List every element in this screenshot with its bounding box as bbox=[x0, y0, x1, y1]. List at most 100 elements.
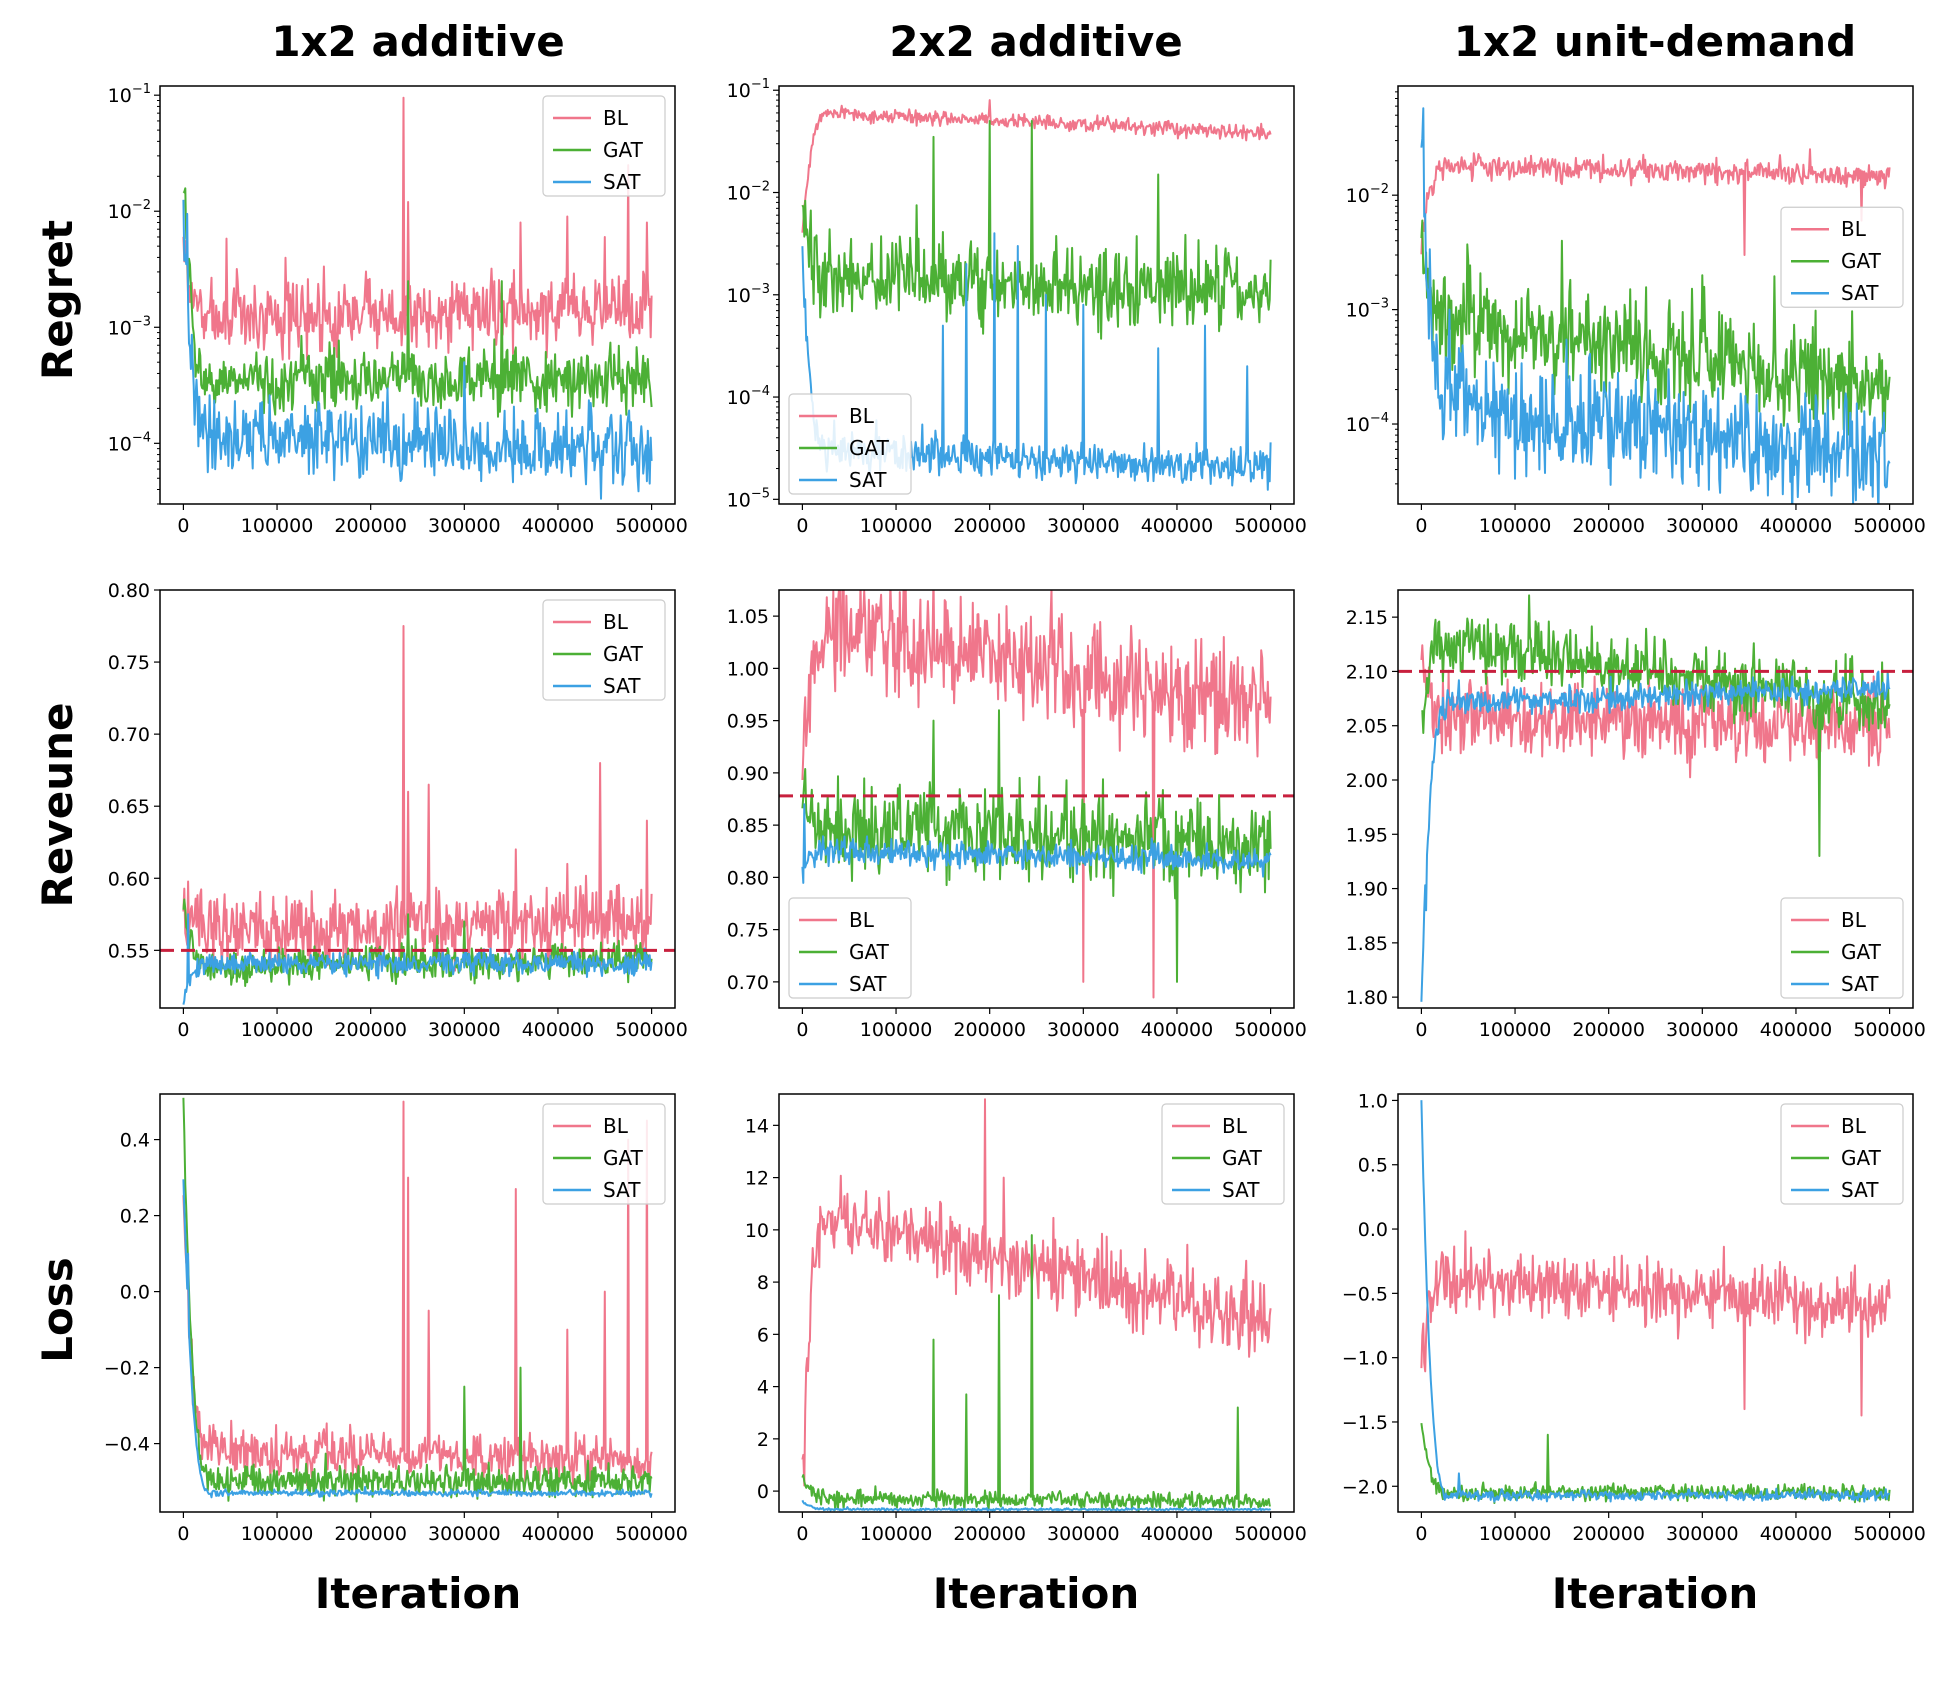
x-tick-label: 300000 bbox=[1666, 1523, 1739, 1545]
y-tick-label: 0.80 bbox=[727, 867, 769, 889]
y-tick-label: 1.90 bbox=[1346, 879, 1388, 901]
series-group bbox=[1420, 1100, 1891, 1504]
legend-label-bl: BL bbox=[1841, 1114, 1867, 1138]
legend-box bbox=[788, 393, 912, 495]
legend-label-bl: BL bbox=[603, 610, 629, 634]
y-tick-label: 0.70 bbox=[108, 724, 150, 746]
x-tick-label: 400000 bbox=[1141, 515, 1214, 537]
legend-label-sat: SAT bbox=[849, 972, 887, 996]
x-axis-label-3: Iteration bbox=[1552, 1569, 1758, 1618]
y-tick-label: 6 bbox=[757, 1324, 769, 1346]
x-tick-label: 200000 bbox=[1572, 515, 1645, 537]
series-line-gat bbox=[1420, 219, 1891, 436]
x-tick-label: 100000 bbox=[1479, 515, 1552, 537]
y-tick-label: 10−2 bbox=[1346, 182, 1389, 207]
row-label-revenue: Reveune bbox=[33, 703, 82, 908]
y-tick-label: 10−1 bbox=[108, 82, 151, 107]
y-tick-label: −1.0 bbox=[1342, 1348, 1388, 1370]
legend-label-bl: BL bbox=[603, 106, 629, 130]
y-tick-label: 2.15 bbox=[1346, 607, 1388, 629]
x-tick-label: 500000 bbox=[1853, 515, 1926, 537]
y-tick-label: 0.90 bbox=[727, 763, 769, 785]
y-tick-label: 12 bbox=[745, 1168, 769, 1190]
x-tick-label: 200000 bbox=[953, 515, 1026, 537]
series-line-gat bbox=[801, 1234, 1271, 1512]
y-tick-label: 2.05 bbox=[1346, 716, 1388, 738]
series-group bbox=[182, 96, 653, 500]
legend-label-bl: BL bbox=[849, 908, 875, 932]
series-line-gat bbox=[801, 120, 1272, 340]
x-tick-label: 500000 bbox=[1234, 1523, 1307, 1545]
x-tick-label: 400000 bbox=[522, 1019, 595, 1041]
legend-box bbox=[1780, 1103, 1904, 1205]
x-axis-label-1: Iteration bbox=[315, 1569, 521, 1618]
x-tick-label: 500000 bbox=[1234, 515, 1307, 537]
x-tick-label: 400000 bbox=[1760, 1523, 1833, 1545]
legend-label-bl: BL bbox=[1222, 1114, 1248, 1138]
series-line-sat bbox=[182, 913, 653, 1005]
legend-label-bl: BL bbox=[1841, 217, 1867, 241]
y-tick-label: −2.0 bbox=[1342, 1476, 1388, 1498]
plot-frame bbox=[159, 589, 676, 1009]
y-tick-label: 0.95 bbox=[727, 711, 769, 733]
legend-label-bl: BL bbox=[1841, 908, 1867, 932]
x-tick-label: 400000 bbox=[1760, 1019, 1833, 1041]
y-tick-label: 1.0 bbox=[1358, 1090, 1388, 1112]
legend-box bbox=[1780, 897, 1904, 999]
panel-5: 0 100000 200000 300000 400000 500000 0.70 0.75 0… bbox=[727, 589, 1307, 1041]
y-tick-label: 8 bbox=[757, 1272, 769, 1294]
x-tick-label: 500000 bbox=[615, 1523, 688, 1545]
x-tick-label: 300000 bbox=[428, 1019, 501, 1041]
y-tick-label: −0.4 bbox=[104, 1434, 150, 1456]
series-line-bl bbox=[182, 96, 653, 361]
x-tick-label: 200000 bbox=[334, 1019, 407, 1041]
y-tick-label: 2 bbox=[757, 1429, 769, 1451]
x-tick-label: 300000 bbox=[1047, 515, 1120, 537]
x-tick-label: 400000 bbox=[1141, 1019, 1214, 1041]
legend-label-sat: SAT bbox=[1841, 972, 1879, 996]
series-line-gat bbox=[182, 1097, 653, 1503]
legend-label-gat: GAT bbox=[603, 642, 644, 666]
legend-box bbox=[542, 599, 666, 701]
y-tick-label: 14 bbox=[745, 1115, 769, 1137]
legend-box bbox=[542, 1103, 666, 1205]
legend-box bbox=[788, 897, 912, 999]
legend-label-gat: GAT bbox=[1222, 1146, 1263, 1170]
x-tick-label: 0 bbox=[1415, 1523, 1427, 1545]
legend-label-bl: BL bbox=[849, 404, 875, 428]
panel-2: 0 100000 200000 300000 400000 500000 10−1 10−2 1… bbox=[727, 77, 1307, 537]
y-tick-label: 1.00 bbox=[727, 658, 769, 680]
x-tick-label: 0 bbox=[796, 1019, 808, 1041]
series-group bbox=[1420, 594, 1891, 1002]
series-line-bl bbox=[1420, 148, 1891, 256]
plot-frame bbox=[778, 1093, 1295, 1513]
y-tick-label: 10−4 bbox=[727, 384, 770, 409]
legend-label-bl: BL bbox=[603, 1114, 629, 1138]
legend-label-sat: SAT bbox=[603, 1178, 641, 1202]
y-tick-label: 2.00 bbox=[1346, 770, 1388, 792]
x-tick-label: 200000 bbox=[953, 1019, 1026, 1041]
legend-label-gat: GAT bbox=[603, 138, 644, 162]
series-line-gat bbox=[182, 187, 653, 418]
y-tick-label: 10−2 bbox=[108, 198, 151, 223]
series-line-sat bbox=[1420, 107, 1891, 504]
x-tick-label: 300000 bbox=[1047, 1019, 1120, 1041]
x-tick-label: 500000 bbox=[615, 1019, 688, 1041]
y-tick-label: −0.5 bbox=[1342, 1283, 1388, 1305]
panel-6: 0 100000 200000 300000 400000 500000 1.80 1.85 1… bbox=[1346, 589, 1926, 1041]
series-line-gat bbox=[801, 709, 1272, 983]
panel-3: 0 100000 200000 300000 400000 500000 10−2 10−3 1… bbox=[1346, 85, 1926, 537]
x-tick-label: 400000 bbox=[1141, 1523, 1214, 1545]
y-tick-label: 10−3 bbox=[1346, 297, 1389, 322]
plot-frame bbox=[778, 589, 1295, 1009]
x-tick-label: 400000 bbox=[522, 515, 595, 537]
column-title-2: 2x2 additive bbox=[889, 17, 1182, 66]
x-tick-label: 200000 bbox=[334, 1523, 407, 1545]
y-tick-label: 0.70 bbox=[727, 972, 769, 994]
x-tick-label: 0 bbox=[796, 515, 808, 537]
series-group bbox=[801, 1098, 1272, 1512]
panel-1: 0 100000 200000 300000 400000 500000 10−1 10−2 1… bbox=[108, 82, 688, 537]
series-line-sat bbox=[1420, 670, 1891, 1002]
series-group bbox=[182, 1097, 653, 1503]
